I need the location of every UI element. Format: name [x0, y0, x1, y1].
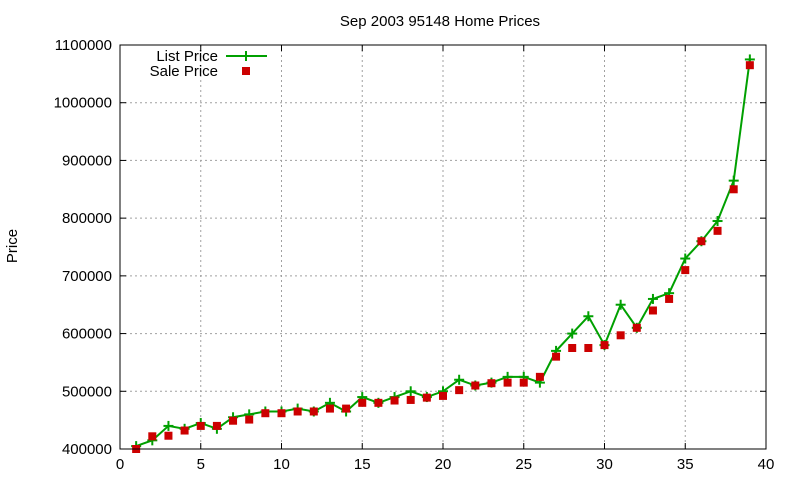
data-point	[567, 328, 578, 339]
series	[131, 54, 755, 453]
legend-marker-sale-price	[242, 67, 250, 75]
y-tick-label: 900000	[62, 152, 112, 169]
data-point	[229, 416, 238, 425]
data-point	[552, 352, 561, 361]
data-point	[681, 266, 690, 275]
y-tick-label: 1000000	[54, 95, 112, 112]
data-point	[697, 237, 706, 246]
x-tick-label: 10	[273, 456, 290, 473]
data-point	[358, 398, 367, 407]
data-point	[390, 396, 399, 405]
data-point	[454, 374, 465, 385]
x-tick-label: 5	[197, 456, 205, 473]
legend-label-list-price: List Price	[156, 48, 218, 65]
x-tick-label: 25	[515, 456, 532, 473]
x-tick-label: 40	[758, 456, 775, 473]
data-point	[648, 306, 657, 315]
plot-frame	[119, 44, 767, 450]
data-point	[374, 398, 383, 407]
data-point	[180, 426, 189, 435]
data-point	[164, 431, 173, 440]
y-tick-label: 1100000	[55, 37, 112, 54]
y-tick-label: 400000	[62, 441, 112, 458]
data-point	[713, 226, 722, 235]
x-tick-label: 35	[677, 456, 694, 473]
x-tick-label: 15	[354, 456, 371, 473]
data-point	[600, 341, 609, 350]
y-axis-label: Price	[4, 229, 21, 263]
y-tick-label: 600000	[62, 326, 112, 343]
legend-marker-list-price	[241, 51, 251, 61]
data-point	[325, 404, 334, 413]
data-point	[406, 395, 415, 404]
data-point	[665, 294, 674, 303]
data-point	[632, 323, 641, 332]
data-point	[712, 216, 723, 227]
data-point	[277, 409, 286, 418]
x-tick-label: 0	[116, 456, 124, 473]
data-point	[148, 432, 157, 441]
legend: List Price Sale Price	[150, 48, 267, 80]
data-point	[422, 393, 431, 402]
data-point	[342, 404, 351, 413]
data-point	[583, 311, 594, 322]
data-point	[439, 391, 447, 400]
data-point	[519, 378, 528, 387]
data-point	[487, 379, 496, 388]
chart-title: Sep 2003 95148 Home Prices	[340, 13, 540, 30]
data-point	[405, 386, 416, 397]
data-point	[680, 253, 691, 264]
y-tick-labels: 400000 500000 600000 700000 800000 900000 1000…	[54, 37, 112, 458]
data-point	[163, 420, 174, 431]
data-point	[212, 421, 221, 430]
data-point	[293, 407, 302, 416]
data-point	[503, 378, 512, 387]
data-point	[729, 185, 738, 194]
data-point	[615, 299, 626, 310]
data-point	[261, 409, 270, 418]
series-sale-price	[132, 61, 754, 453]
y-tick-label: 800000	[62, 210, 112, 227]
data-point	[535, 372, 544, 381]
data-point	[455, 386, 464, 395]
data-point	[728, 175, 739, 186]
data-point	[245, 415, 254, 424]
x-tick-label: 20	[435, 456, 452, 473]
y-tick-label: 500000	[62, 383, 112, 400]
x-tick-label: 30	[596, 456, 613, 473]
data-point	[309, 407, 318, 416]
data-point	[647, 293, 658, 304]
data-point	[584, 344, 593, 352]
x-tick-labels: 0 5 10 15 20 25 30 35 40	[116, 456, 775, 473]
data-point	[196, 421, 205, 430]
data-point	[568, 344, 577, 352]
data-point	[745, 61, 754, 70]
data-point	[471, 381, 480, 390]
legend-label-sale-price: Sale Price	[150, 63, 218, 80]
data-point	[616, 331, 625, 340]
y-tick-label: 700000	[62, 268, 112, 285]
